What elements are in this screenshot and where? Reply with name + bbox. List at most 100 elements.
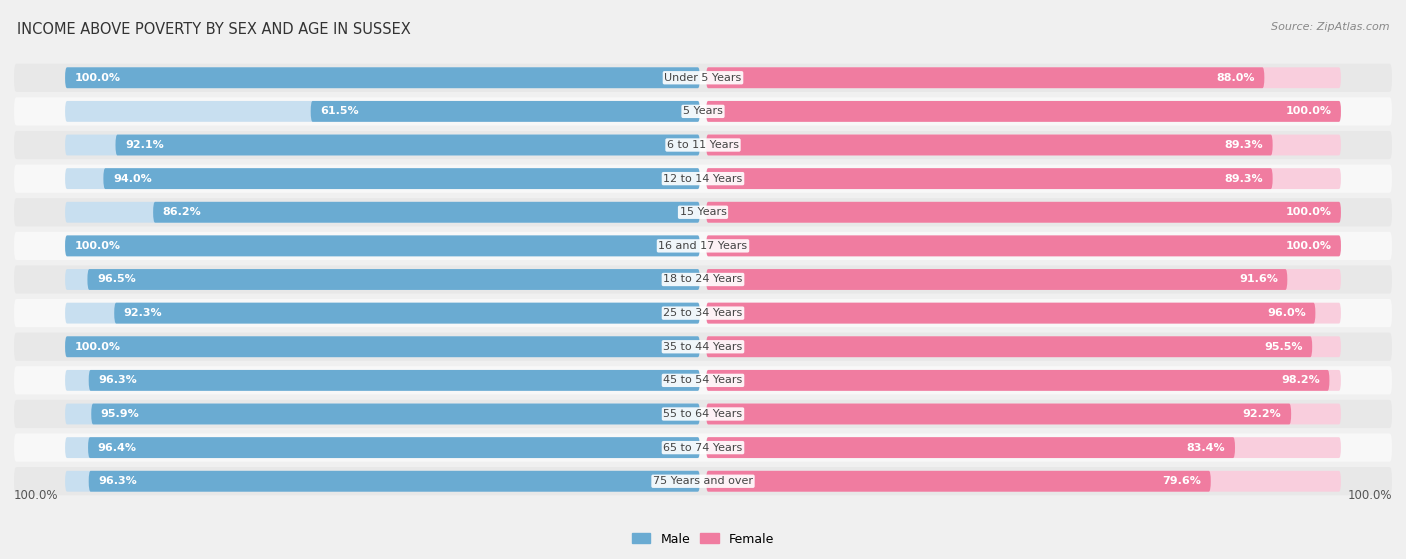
FancyBboxPatch shape <box>65 404 700 424</box>
FancyBboxPatch shape <box>65 202 700 222</box>
FancyBboxPatch shape <box>65 235 700 256</box>
FancyBboxPatch shape <box>14 97 1392 126</box>
FancyBboxPatch shape <box>706 303 1316 324</box>
FancyBboxPatch shape <box>706 168 1272 189</box>
Text: 96.4%: 96.4% <box>97 443 136 453</box>
FancyBboxPatch shape <box>706 471 1211 492</box>
Text: 16 and 17 Years: 16 and 17 Years <box>658 241 748 251</box>
FancyBboxPatch shape <box>14 366 1392 395</box>
Text: 94.0%: 94.0% <box>112 174 152 183</box>
FancyBboxPatch shape <box>706 370 1341 391</box>
Text: 86.2%: 86.2% <box>163 207 201 217</box>
Text: 83.4%: 83.4% <box>1187 443 1226 453</box>
Text: Under 5 Years: Under 5 Years <box>665 73 741 83</box>
FancyBboxPatch shape <box>706 269 1341 290</box>
Text: 65 to 74 Years: 65 to 74 Years <box>664 443 742 453</box>
Text: 96.3%: 96.3% <box>98 476 136 486</box>
FancyBboxPatch shape <box>706 404 1291 424</box>
FancyBboxPatch shape <box>87 269 700 290</box>
FancyBboxPatch shape <box>65 135 700 155</box>
Text: 91.6%: 91.6% <box>1239 274 1278 285</box>
Text: 35 to 44 Years: 35 to 44 Years <box>664 342 742 352</box>
Text: 6 to 11 Years: 6 to 11 Years <box>666 140 740 150</box>
FancyBboxPatch shape <box>706 269 1288 290</box>
FancyBboxPatch shape <box>65 370 700 391</box>
Text: 100.0%: 100.0% <box>1285 241 1331 251</box>
FancyBboxPatch shape <box>14 266 1392 293</box>
Text: 92.1%: 92.1% <box>125 140 165 150</box>
Text: 79.6%: 79.6% <box>1163 476 1201 486</box>
Text: 95.5%: 95.5% <box>1264 342 1302 352</box>
FancyBboxPatch shape <box>89 437 700 458</box>
FancyBboxPatch shape <box>706 370 1330 391</box>
FancyBboxPatch shape <box>706 67 1341 88</box>
FancyBboxPatch shape <box>706 337 1341 357</box>
FancyBboxPatch shape <box>706 437 1341 458</box>
FancyBboxPatch shape <box>65 269 700 290</box>
Text: 96.5%: 96.5% <box>97 274 136 285</box>
FancyBboxPatch shape <box>706 303 1341 324</box>
FancyBboxPatch shape <box>65 101 700 122</box>
Text: 18 to 24 Years: 18 to 24 Years <box>664 274 742 285</box>
Text: 55 to 64 Years: 55 to 64 Years <box>664 409 742 419</box>
FancyBboxPatch shape <box>706 135 1341 155</box>
FancyBboxPatch shape <box>65 168 700 189</box>
Text: 96.0%: 96.0% <box>1267 308 1306 318</box>
FancyBboxPatch shape <box>65 437 700 458</box>
FancyBboxPatch shape <box>65 67 700 88</box>
FancyBboxPatch shape <box>153 202 700 222</box>
FancyBboxPatch shape <box>706 168 1341 189</box>
FancyBboxPatch shape <box>14 232 1392 260</box>
Text: 89.3%: 89.3% <box>1225 140 1263 150</box>
Text: 98.2%: 98.2% <box>1281 376 1320 385</box>
FancyBboxPatch shape <box>14 433 1392 462</box>
Text: 12 to 14 Years: 12 to 14 Years <box>664 174 742 183</box>
Text: 92.2%: 92.2% <box>1243 409 1282 419</box>
Text: 100.0%: 100.0% <box>1285 106 1331 116</box>
Text: 15 Years: 15 Years <box>679 207 727 217</box>
FancyBboxPatch shape <box>65 337 700 357</box>
FancyBboxPatch shape <box>14 131 1392 159</box>
FancyBboxPatch shape <box>14 333 1392 361</box>
FancyBboxPatch shape <box>706 337 1312 357</box>
Text: 88.0%: 88.0% <box>1216 73 1254 83</box>
FancyBboxPatch shape <box>706 135 1272 155</box>
FancyBboxPatch shape <box>65 67 700 88</box>
FancyBboxPatch shape <box>104 168 700 189</box>
FancyBboxPatch shape <box>65 303 700 324</box>
Text: INCOME ABOVE POVERTY BY SEX AND AGE IN SUSSEX: INCOME ABOVE POVERTY BY SEX AND AGE IN S… <box>17 22 411 37</box>
FancyBboxPatch shape <box>706 101 1341 122</box>
Text: 100.0%: 100.0% <box>75 241 121 251</box>
Text: 100.0%: 100.0% <box>1285 207 1331 217</box>
FancyBboxPatch shape <box>706 437 1234 458</box>
FancyBboxPatch shape <box>706 202 1341 222</box>
FancyBboxPatch shape <box>65 235 700 256</box>
Text: Source: ZipAtlas.com: Source: ZipAtlas.com <box>1271 22 1389 32</box>
FancyBboxPatch shape <box>706 404 1341 424</box>
Text: 5 Years: 5 Years <box>683 106 723 116</box>
FancyBboxPatch shape <box>89 471 700 492</box>
FancyBboxPatch shape <box>65 471 700 492</box>
FancyBboxPatch shape <box>706 471 1341 492</box>
Text: 75 Years and over: 75 Years and over <box>652 476 754 486</box>
FancyBboxPatch shape <box>14 299 1392 327</box>
Text: 100.0%: 100.0% <box>75 73 121 83</box>
FancyBboxPatch shape <box>706 101 1341 122</box>
FancyBboxPatch shape <box>65 337 700 357</box>
Text: 95.9%: 95.9% <box>101 409 139 419</box>
Text: 45 to 54 Years: 45 to 54 Years <box>664 376 742 385</box>
FancyBboxPatch shape <box>14 64 1392 92</box>
FancyBboxPatch shape <box>114 303 700 324</box>
Text: 89.3%: 89.3% <box>1225 174 1263 183</box>
Text: 96.3%: 96.3% <box>98 376 136 385</box>
FancyBboxPatch shape <box>706 202 1341 222</box>
FancyBboxPatch shape <box>14 400 1392 428</box>
FancyBboxPatch shape <box>14 467 1392 495</box>
Legend: Male, Female: Male, Female <box>627 528 779 551</box>
FancyBboxPatch shape <box>706 67 1264 88</box>
FancyBboxPatch shape <box>311 101 700 122</box>
FancyBboxPatch shape <box>706 235 1341 256</box>
Text: 100.0%: 100.0% <box>75 342 121 352</box>
FancyBboxPatch shape <box>115 135 700 155</box>
Text: 100.0%: 100.0% <box>1347 489 1392 502</box>
